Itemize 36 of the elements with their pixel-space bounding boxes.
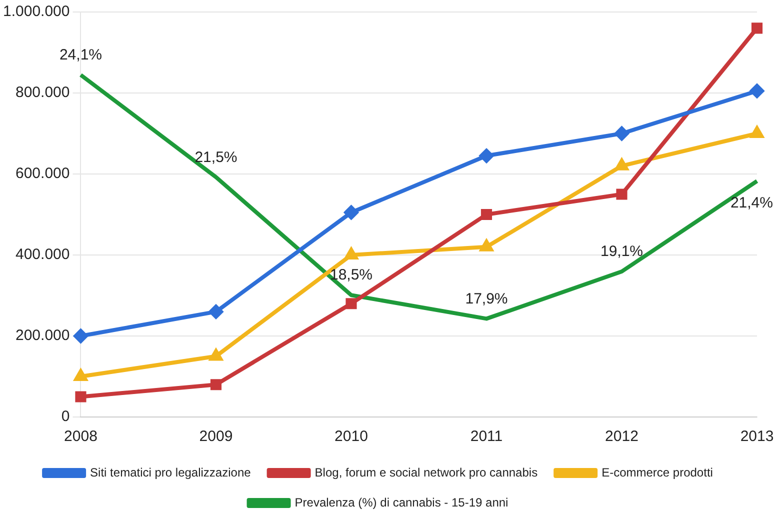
- x-tick-label: 2013: [740, 428, 774, 446]
- point: [208, 304, 223, 319]
- y-tick-label: 400.000: [15, 246, 70, 264]
- data-label: 21,4%: [730, 194, 773, 212]
- data-label: 24,1%: [59, 46, 102, 64]
- y-tick-label: 0: [61, 408, 70, 426]
- x-tick-label: 2011: [470, 428, 503, 446]
- data-label: 18,5%: [330, 266, 373, 284]
- point: [750, 84, 764, 98]
- point: [344, 248, 358, 260]
- legend-label: E-commerce prodotti: [602, 465, 713, 480]
- y-tick-label: 200.000: [15, 327, 70, 344]
- y-tick-label: 600.000: [15, 165, 70, 182]
- y-tick-label: 1.000.000: [2, 3, 70, 20]
- point: [74, 370, 88, 381]
- point: [479, 148, 494, 163]
- x-tick-label: 2009: [199, 428, 233, 446]
- point: [346, 298, 357, 310]
- y-tick-label: 800.000: [15, 84, 70, 102]
- x-tick-label: 2010: [334, 428, 368, 446]
- point: [616, 188, 628, 200]
- data-label: 17,9%: [465, 290, 508, 308]
- point: [614, 126, 629, 140]
- data-label: 19,1%: [600, 243, 644, 260]
- point: [615, 158, 628, 170]
- point: [480, 208, 492, 220]
- point: [344, 205, 358, 220]
- x-tick-label: 2012: [605, 428, 638, 446]
- point: [210, 379, 222, 390]
- legend-label: Siti tematici pro legalizzazione: [90, 465, 252, 480]
- legend-label: Blog, forum e social network pro cannabis: [314, 465, 538, 480]
- data-label: 21,5%: [194, 148, 238, 166]
- legend-label: Prevalenza (%) di cannabis - 15-19 anni: [294, 495, 508, 510]
- x-tick-label: 2008: [64, 428, 98, 446]
- point: [751, 22, 763, 34]
- point: [75, 391, 86, 402]
